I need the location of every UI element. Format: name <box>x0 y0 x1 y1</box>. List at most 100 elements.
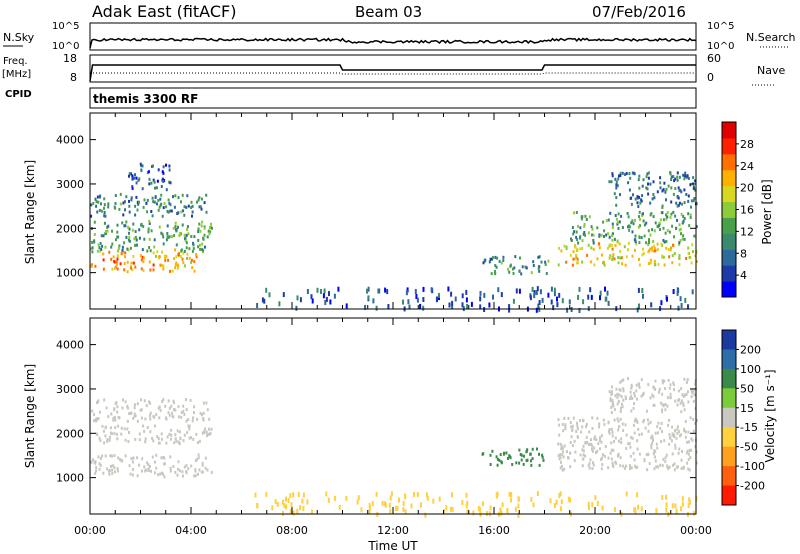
velocity-cell <box>144 440 147 444</box>
power-cell <box>500 261 503 265</box>
velocity-cell <box>529 452 532 456</box>
power-cell <box>687 212 690 216</box>
velocity-cell <box>171 411 174 415</box>
power-cell <box>185 241 188 245</box>
velocity-cell <box>152 439 155 443</box>
velocity-cell <box>646 418 649 422</box>
velocity-cell <box>585 435 588 439</box>
power-cell <box>141 248 144 252</box>
velocity-cell <box>285 496 287 502</box>
power-cell <box>143 198 146 202</box>
power-cell <box>120 252 123 256</box>
power-cell <box>198 243 201 247</box>
velocity-cell <box>287 498 290 503</box>
velocity-cell <box>625 397 627 401</box>
power-cell <box>581 215 584 219</box>
velocity-cell <box>495 455 498 459</box>
velocity-cell <box>629 445 632 449</box>
velocity-cell <box>206 434 208 438</box>
power-cell <box>168 201 171 205</box>
power-cell <box>547 259 550 263</box>
velocity-cell <box>663 439 666 443</box>
power-cell <box>134 204 137 208</box>
velocity-cell <box>557 454 560 458</box>
velocity-cell <box>203 431 206 435</box>
power-cell <box>164 258 167 262</box>
power-cell <box>90 247 93 251</box>
power-cell <box>128 172 131 176</box>
power-cell <box>665 213 667 217</box>
velocity-cell <box>162 398 165 402</box>
power-cell <box>186 194 189 198</box>
power-cell <box>502 255 505 259</box>
power-cell <box>620 256 623 260</box>
velocity-cell <box>139 408 142 412</box>
velocity-cell <box>206 408 209 412</box>
velocity-cell <box>506 508 509 513</box>
power-cell <box>684 171 687 175</box>
velocity-cell <box>530 496 533 502</box>
velocity-cell <box>395 506 398 511</box>
power-cell <box>638 263 641 267</box>
power-cell <box>647 171 650 175</box>
velocity-colorbar-swatch <box>722 407 736 428</box>
velocity-cell <box>625 433 628 437</box>
velocity-cell <box>112 416 115 420</box>
velocity-cell <box>666 465 669 469</box>
velocity-cell <box>579 453 582 457</box>
velocity-cell <box>206 468 209 472</box>
power-cell <box>553 291 556 297</box>
power-colorbar-label: Power [dB] <box>760 179 774 244</box>
velocity-cell <box>563 416 566 420</box>
nsky-strip-frame <box>89 22 697 51</box>
power-cell <box>617 256 620 259</box>
velocity-cell <box>172 415 175 419</box>
power-cell <box>512 298 515 304</box>
power-cell <box>627 225 629 229</box>
power-x-ticks <box>89 113 697 309</box>
velocity-cell <box>619 456 622 460</box>
power-cell <box>577 294 580 300</box>
power-cell <box>124 251 127 255</box>
velocity-cell <box>410 503 413 509</box>
power-cell <box>148 182 151 186</box>
power-cell <box>323 288 326 294</box>
power-cell <box>617 177 620 181</box>
power-scatter-cells <box>90 162 698 313</box>
power-cell <box>128 210 131 214</box>
velocity-cell <box>660 401 663 405</box>
velocity-cell <box>693 393 696 397</box>
velocity-cell <box>149 417 152 421</box>
velocity-cell <box>143 429 146 433</box>
power-cell <box>163 202 166 205</box>
power-cell <box>678 242 681 246</box>
velocity-cell <box>564 425 567 428</box>
power-cell <box>200 224 203 228</box>
power-cell <box>197 238 200 242</box>
power-cell <box>146 210 149 214</box>
velocity-cell <box>673 433 676 437</box>
power-cell <box>188 256 191 260</box>
velocity-cell <box>694 421 697 425</box>
velocity-cell <box>109 426 112 430</box>
nave-series <box>90 72 696 75</box>
power-cell <box>693 197 696 200</box>
velocity-cell <box>276 501 279 507</box>
velocity-cell <box>629 390 632 394</box>
velocity-cell <box>185 419 188 423</box>
power-cell <box>672 289 675 294</box>
power-cell <box>148 260 151 264</box>
power-cell <box>683 237 686 241</box>
velocity-cell <box>627 377 629 381</box>
velocity-cell <box>591 467 594 470</box>
velocity-cell <box>465 492 468 498</box>
velocity-cell <box>517 513 520 518</box>
power-cell <box>494 272 497 276</box>
power-cell <box>161 177 164 181</box>
velocity-cell <box>117 456 120 460</box>
power-cell <box>135 195 138 199</box>
velocity-cell <box>141 457 144 461</box>
velocity-cell <box>98 410 101 414</box>
velocity-cell <box>674 399 677 403</box>
velocity-cell <box>683 408 686 412</box>
